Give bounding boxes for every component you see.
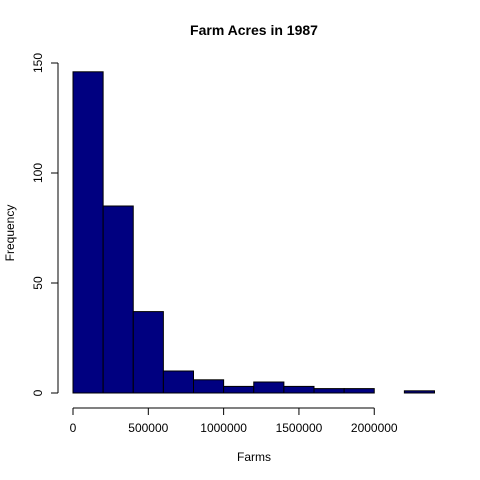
y-axis: 0 50 100 150 (31, 53, 59, 396)
histogram-bar-6 (253, 381, 285, 394)
histogram-bar-9 (343, 388, 375, 394)
histogram-bar-4 (193, 379, 225, 394)
x-tick-label: 500000 (128, 421, 168, 435)
chart-title: Farm Acres in 1987 (190, 22, 318, 38)
x-tick-label: 1000000 (200, 421, 247, 435)
histogram-bar-7 (283, 385, 315, 394)
x-tick-label: 0 (70, 421, 77, 435)
y-tick-label: 50 (31, 276, 45, 290)
x-tick-label: 2000000 (351, 421, 398, 435)
histogram-bar-3 (162, 370, 194, 394)
histogram-bar-5 (223, 385, 255, 394)
histogram-bar-1 (102, 205, 134, 394)
histogram-bar-8 (313, 388, 345, 394)
x-tick-label: 1500000 (276, 421, 323, 435)
histogram-bar-2 (132, 311, 164, 394)
histogram-bar-11 (403, 390, 435, 394)
x-axis: 0 500000 1000000 1500000 2000000 (70, 407, 398, 435)
y-tick-label: 100 (31, 163, 45, 183)
x-axis-label: Farms (237, 450, 271, 464)
y-tick-label: 150 (31, 53, 45, 73)
y-axis-label: Frequency (3, 205, 17, 262)
bars-group (72, 71, 435, 394)
histogram-bar-0 (72, 71, 104, 394)
y-tick-label: 0 (31, 389, 45, 396)
